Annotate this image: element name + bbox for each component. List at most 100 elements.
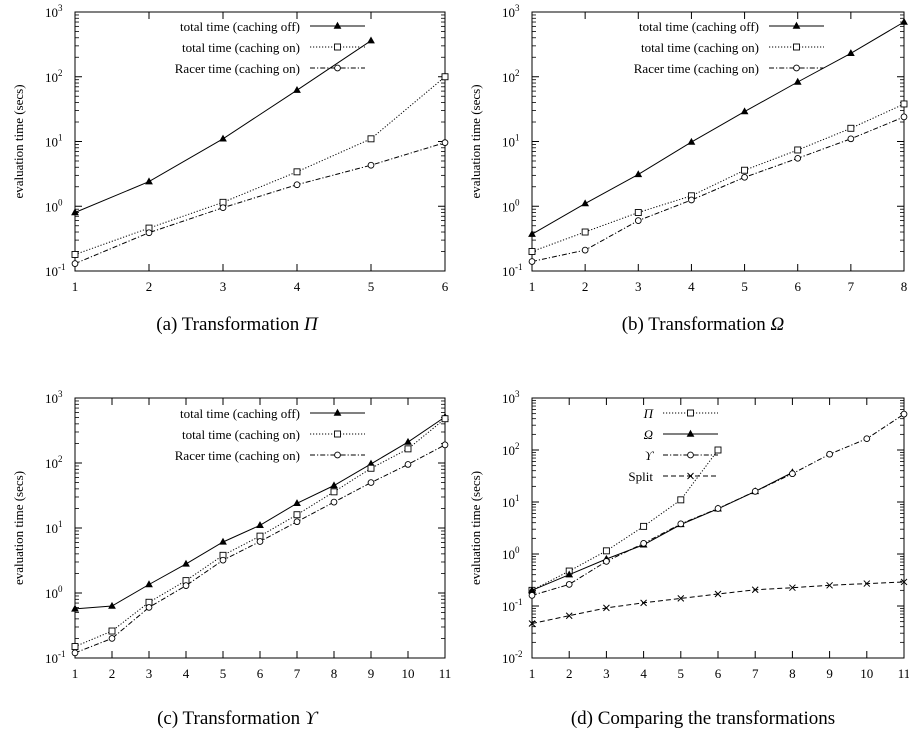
y-tick-label: 100 bbox=[45, 584, 63, 601]
data-point bbox=[900, 100, 908, 108]
series-0 bbox=[528, 17, 908, 237]
data-point bbox=[640, 522, 648, 530]
data-point bbox=[900, 17, 908, 25]
legend-marker bbox=[793, 64, 800, 72]
series-line bbox=[74, 416, 446, 610]
series-2 bbox=[71, 139, 449, 267]
series-0 bbox=[71, 36, 375, 216]
y-tick-label: 10-1 bbox=[502, 262, 523, 279]
data-point bbox=[789, 470, 796, 478]
data-point bbox=[900, 113, 908, 121]
data-point bbox=[71, 649, 79, 657]
data-point bbox=[528, 229, 536, 237]
legend-marker bbox=[334, 430, 341, 438]
data-point bbox=[145, 580, 153, 588]
legend-marker bbox=[687, 451, 694, 459]
data-point bbox=[441, 73, 449, 81]
x-tick-label: 4 bbox=[640, 666, 647, 681]
series-2 bbox=[528, 113, 908, 265]
series-1 bbox=[71, 415, 449, 651]
data-point bbox=[826, 581, 833, 589]
y-tick-label: 100 bbox=[502, 197, 520, 214]
x-tick-label: 2 bbox=[109, 666, 116, 681]
data-point bbox=[565, 570, 574, 578]
x-tick-label: 2 bbox=[582, 279, 589, 294]
x-tick-label: 8 bbox=[901, 279, 908, 294]
data-point bbox=[145, 604, 153, 611]
data-point bbox=[741, 173, 748, 181]
data-point bbox=[688, 196, 695, 204]
x-tick-label: 8 bbox=[331, 666, 338, 681]
legend-label: total time (caching on) bbox=[182, 427, 300, 442]
series-line bbox=[531, 103, 905, 252]
series-2 bbox=[71, 441, 449, 657]
data-point bbox=[71, 208, 79, 216]
data-point bbox=[330, 481, 338, 489]
panel-caption: (a) Transformation Π bbox=[156, 314, 319, 335]
legend-marker bbox=[687, 472, 694, 480]
legend-label: total time (caching on) bbox=[641, 40, 759, 55]
x-tick-label: 11 bbox=[439, 666, 452, 681]
legend-label: Racer time (caching on) bbox=[634, 61, 759, 76]
data-point bbox=[528, 620, 536, 627]
data-point bbox=[714, 446, 722, 454]
x-tick-label: 7 bbox=[752, 666, 759, 681]
data-point bbox=[634, 170, 643, 178]
x-tick-label: 5 bbox=[678, 666, 685, 681]
data-point bbox=[108, 635, 116, 642]
x-tick-label: 10 bbox=[860, 666, 873, 681]
x-tick-label: 1 bbox=[529, 666, 536, 681]
data-point bbox=[581, 228, 589, 236]
y-axis-label: evaluation time (secs) bbox=[468, 84, 483, 198]
data-point bbox=[293, 511, 301, 519]
chart-b: 10-1 100 101 102 103 1 2 3 4 5 6 7 8 evaluation time … bbox=[468, 3, 908, 335]
x-tick-label: 6 bbox=[715, 666, 722, 681]
data-point bbox=[789, 584, 796, 592]
y-tick-label: 102 bbox=[45, 68, 63, 85]
data-point bbox=[565, 612, 573, 620]
legend-marker bbox=[792, 21, 801, 29]
data-point bbox=[71, 604, 79, 612]
data-point bbox=[714, 505, 722, 512]
x-tick-label: 3 bbox=[635, 279, 642, 294]
data-point bbox=[581, 199, 590, 207]
y-tick-label: 10-1 bbox=[45, 262, 66, 279]
legend-marker bbox=[793, 43, 800, 51]
x-tick-label: 1 bbox=[72, 666, 79, 681]
legend-label: Racer time (caching on) bbox=[175, 448, 300, 463]
data-point bbox=[441, 139, 449, 146]
x-tick-label: 3 bbox=[146, 666, 153, 681]
chart-d: 10-2 10-1 100 101 102 103 1 2 3 4 5 6 7 8 9 10 11 evaluat… bbox=[468, 389, 909, 729]
data-point bbox=[293, 518, 301, 526]
data-point bbox=[330, 488, 338, 496]
x-tick-label: 2 bbox=[146, 279, 153, 294]
x-tick-label: 10 bbox=[402, 666, 415, 681]
y-tick-label: 101 bbox=[45, 519, 63, 536]
panel-caption: (c) Transformation ϒ bbox=[157, 708, 319, 729]
data-point bbox=[145, 229, 153, 237]
plot-frame bbox=[531, 397, 905, 659]
data-point bbox=[219, 134, 227, 142]
data-point bbox=[581, 246, 589, 254]
data-point bbox=[330, 498, 338, 506]
data-point bbox=[740, 107, 749, 115]
data-point bbox=[219, 537, 227, 545]
legend-marker bbox=[334, 43, 341, 51]
data-point bbox=[108, 601, 116, 609]
data-point bbox=[741, 166, 749, 174]
x-tick-label: 7 bbox=[848, 279, 855, 294]
y-axis-label: evaluation time (secs) bbox=[11, 471, 26, 585]
series-2 bbox=[528, 410, 908, 599]
y-tick-label: 102 bbox=[502, 68, 520, 85]
x-tick-label: 5 bbox=[220, 666, 227, 681]
data-point bbox=[900, 578, 908, 586]
data-point bbox=[293, 181, 301, 189]
legend-label: ϒ bbox=[645, 448, 655, 463]
data-point bbox=[528, 592, 536, 599]
x-tick-label: 2 bbox=[566, 666, 573, 681]
x-tick-label: 6 bbox=[257, 666, 264, 681]
legend-label: Split bbox=[628, 469, 653, 484]
data-point bbox=[846, 49, 855, 57]
panel-caption: (d) Comparing the transformations bbox=[571, 708, 835, 729]
